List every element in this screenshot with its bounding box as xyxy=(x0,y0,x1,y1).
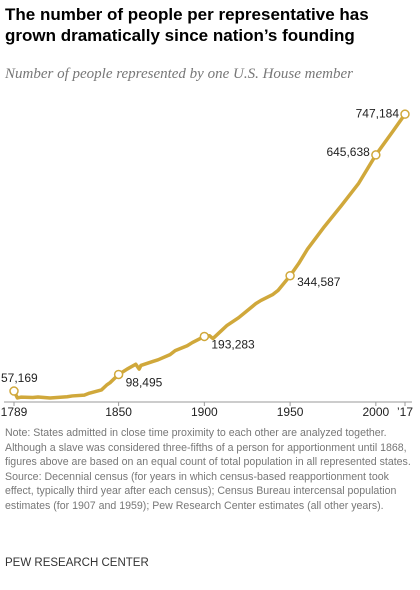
credit: PEW RESEARCH CENTER xyxy=(5,557,149,569)
chart-subtitle: Number of people represented by one U.S.… xyxy=(5,66,353,82)
x-tick-label: 2000 xyxy=(362,405,389,419)
chart-title: The number of people per representative … xyxy=(5,5,369,45)
x-tick-label: 1900 xyxy=(191,405,218,419)
x-tick-label: 1789 xyxy=(1,405,28,419)
data-label: 98,495 xyxy=(126,376,163,390)
line xyxy=(12,112,407,400)
data-label: 747,184 xyxy=(356,106,400,120)
point xyxy=(9,386,19,396)
x-tick-label: 1950 xyxy=(277,405,304,419)
point xyxy=(285,270,295,281)
data-label: 645,638 xyxy=(326,145,370,159)
data-label: 344,587 xyxy=(297,275,341,289)
source: Source: Decennial census (for years in w… xyxy=(5,470,397,512)
point xyxy=(113,369,124,380)
notes: Note: States admitted in close time prox… xyxy=(5,426,417,513)
x-tick-label: 1850 xyxy=(105,405,132,419)
note: Note: States admitted in close time prox… xyxy=(5,427,411,468)
chart: 1789 1850 1900 1950 2000 ’17 57,169 98,495 193,2… xyxy=(1,106,414,419)
x-tick-label: ’17 xyxy=(397,405,413,419)
point xyxy=(199,331,210,342)
point xyxy=(400,109,410,119)
point xyxy=(371,150,381,160)
data-label: 193,283 xyxy=(211,338,255,352)
data-label: 57,169 xyxy=(1,371,38,385)
